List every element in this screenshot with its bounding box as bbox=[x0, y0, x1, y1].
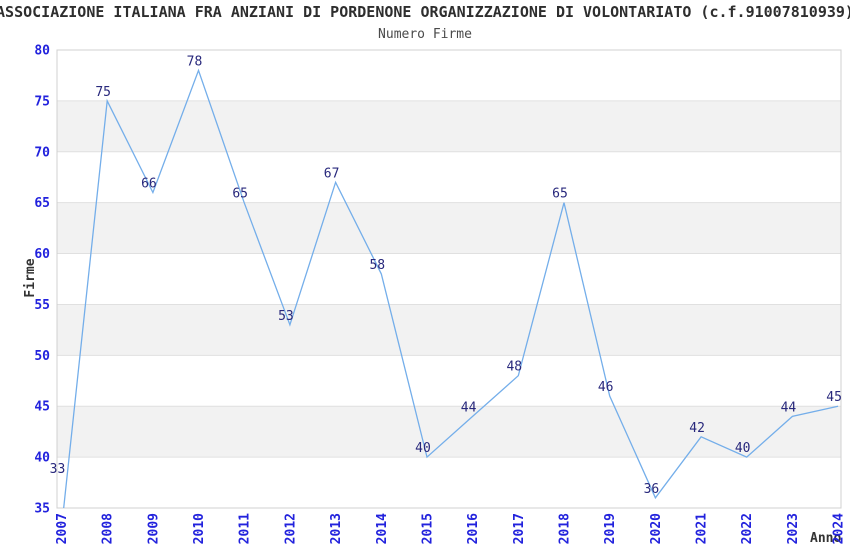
x-tick-label: 2010 bbox=[192, 513, 207, 544]
x-tick-label: 2012 bbox=[283, 513, 298, 544]
x-tick-label: 2018 bbox=[558, 513, 573, 544]
y-tick-label: 45 bbox=[34, 400, 50, 415]
x-tick-label: 2009 bbox=[146, 513, 161, 544]
y-tick-label: 65 bbox=[34, 196, 50, 211]
data-point-label: 78 bbox=[187, 54, 203, 69]
plot-band bbox=[57, 202, 841, 254]
chart-subtitle: Numero Firme bbox=[378, 27, 472, 42]
data-point-label: 65 bbox=[552, 187, 568, 202]
x-tick-label: 2021 bbox=[695, 513, 710, 544]
y-tick-label: 80 bbox=[34, 44, 50, 59]
data-point-label: 65 bbox=[232, 187, 248, 202]
x-tick-label: 2024 bbox=[832, 513, 847, 544]
data-point-label: 67 bbox=[324, 166, 340, 181]
y-tick-label: 40 bbox=[34, 451, 50, 466]
data-point-label: 45 bbox=[826, 390, 842, 405]
y-tick-label: 75 bbox=[34, 94, 50, 109]
data-point-label: 66 bbox=[141, 177, 157, 192]
y-tick-label: 55 bbox=[34, 298, 50, 313]
data-point-label: 42 bbox=[689, 421, 705, 436]
x-tick-label: 2023 bbox=[786, 513, 801, 544]
data-point-label: 48 bbox=[506, 360, 522, 375]
data-point-label: 58 bbox=[369, 258, 385, 273]
x-tick-label: 2019 bbox=[603, 513, 618, 544]
plot-band bbox=[57, 304, 841, 356]
x-tick-label: 2013 bbox=[329, 513, 344, 544]
plot-border bbox=[56, 49, 842, 509]
data-point-label: 46 bbox=[598, 380, 614, 395]
y-tick-label: 35 bbox=[34, 502, 50, 517]
data-series-line bbox=[63, 68, 839, 508]
data-point-label: 44 bbox=[461, 400, 477, 415]
plot-band bbox=[57, 406, 841, 458]
data-point-label: 53 bbox=[278, 309, 294, 324]
x-tick-label: 2011 bbox=[238, 513, 253, 544]
x-tick-label: 2007 bbox=[55, 513, 70, 544]
plot-band bbox=[57, 100, 841, 152]
x-tick-label: 2016 bbox=[466, 513, 481, 544]
y-tick-label: 70 bbox=[34, 145, 50, 160]
data-point-label: 40 bbox=[735, 441, 751, 456]
data-point-label: 40 bbox=[415, 441, 431, 456]
x-tick-label: 2022 bbox=[740, 513, 755, 544]
x-tick-label: 2008 bbox=[101, 513, 116, 544]
x-tick-label: 2017 bbox=[512, 513, 527, 544]
data-point-label: 75 bbox=[95, 85, 111, 100]
data-point-label: 36 bbox=[644, 482, 660, 497]
chart-title: ASSOCIAZIONE ITALIANA FRA ANZIANI DI POR… bbox=[0, 3, 850, 21]
y-tick-label: 60 bbox=[34, 247, 50, 262]
x-tick-label: 2014 bbox=[375, 513, 390, 544]
y-tick-label: 50 bbox=[34, 349, 50, 364]
x-tick-label: 2020 bbox=[649, 513, 664, 544]
x-tick-label: 2015 bbox=[421, 513, 436, 544]
data-point-label: 33 bbox=[50, 462, 66, 477]
x-axis-title: Anno bbox=[810, 531, 842, 546]
data-point-label: 44 bbox=[781, 400, 797, 415]
